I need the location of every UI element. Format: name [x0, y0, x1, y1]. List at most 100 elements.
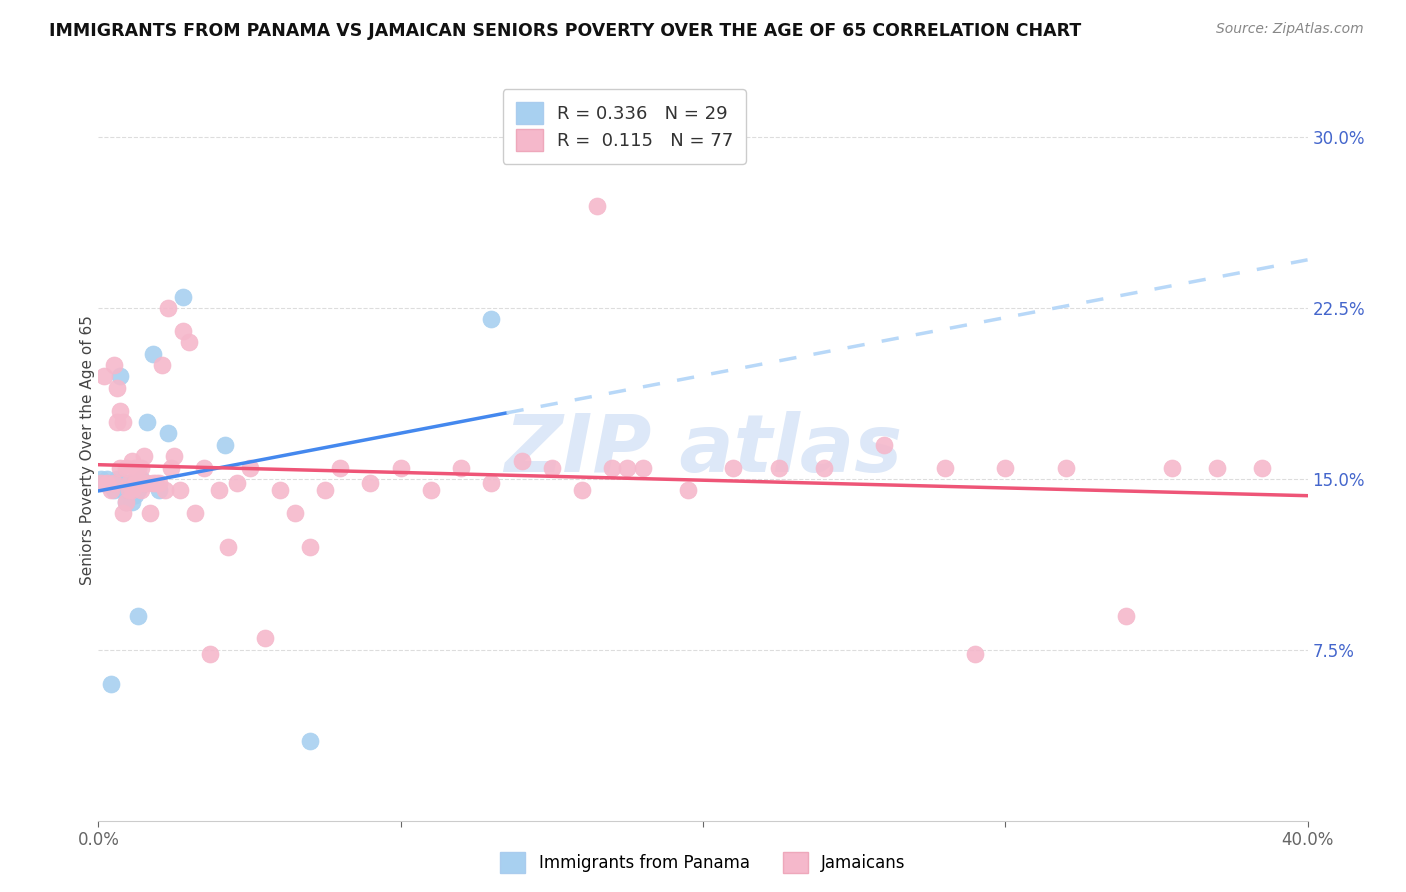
Point — [105, 472, 128, 486]
Legend: Immigrants from Panama, Jamaicans: Immigrants from Panama, Jamaicans — [494, 846, 912, 880]
Point — [631, 460, 654, 475]
Point — [571, 483, 593, 498]
Y-axis label: Seniors Poverty Over the Age of 65: Seniors Poverty Over the Age of 65 — [80, 316, 94, 585]
Point — [150, 358, 173, 372]
Point — [768, 460, 790, 475]
Point — [142, 476, 165, 491]
Point — [90, 472, 112, 486]
Point — [172, 290, 194, 304]
Point — [111, 483, 134, 498]
Point — [121, 453, 143, 467]
Point — [118, 476, 141, 491]
Point — [96, 476, 118, 491]
Point — [114, 494, 136, 508]
Point — [1115, 608, 1137, 623]
Point — [111, 476, 134, 491]
Point — [226, 476, 249, 491]
Point — [329, 460, 352, 475]
Point — [420, 483, 443, 498]
Point — [124, 476, 146, 491]
Point — [139, 506, 162, 520]
Point — [145, 476, 167, 491]
Point — [108, 369, 131, 384]
Point — [934, 460, 956, 475]
Point — [965, 648, 987, 662]
Point — [118, 483, 141, 498]
Point — [132, 476, 155, 491]
Point — [103, 483, 125, 498]
Point — [160, 460, 183, 475]
Point — [108, 460, 131, 475]
Point — [184, 506, 207, 520]
Point — [114, 494, 136, 508]
Point — [450, 460, 472, 475]
Point — [108, 403, 131, 417]
Point — [127, 476, 149, 491]
Point — [360, 476, 382, 491]
Point — [193, 460, 215, 475]
Point — [124, 460, 146, 475]
Text: Source: ZipAtlas.com: Source: ZipAtlas.com — [1216, 22, 1364, 37]
Point — [132, 449, 155, 463]
Point — [481, 312, 503, 326]
Point — [1251, 460, 1274, 475]
Text: IMMIGRANTS FROM PANAMA VS JAMAICAN SENIORS POVERTY OVER THE AGE OF 65 CORRELATIO: IMMIGRANTS FROM PANAMA VS JAMAICAN SENIO… — [49, 22, 1081, 40]
Point — [299, 734, 322, 748]
Point — [129, 472, 152, 486]
Point — [389, 460, 412, 475]
Point — [132, 476, 155, 491]
Point — [111, 506, 134, 520]
Point — [135, 415, 157, 429]
Point — [90, 476, 112, 491]
Point — [284, 506, 307, 520]
Point — [676, 483, 699, 498]
Point — [124, 488, 146, 502]
Point — [100, 483, 122, 498]
Point — [172, 324, 194, 338]
Point — [93, 476, 115, 491]
Point — [1160, 460, 1182, 475]
Point — [96, 472, 118, 486]
Point — [105, 381, 128, 395]
Point — [208, 483, 231, 498]
Point — [121, 494, 143, 508]
Point — [253, 632, 276, 646]
Point — [510, 453, 533, 467]
Point — [105, 476, 128, 491]
Point — [114, 476, 136, 491]
Point — [813, 460, 835, 475]
Point — [616, 460, 638, 475]
Point — [93, 369, 115, 384]
Point — [723, 460, 745, 475]
Point — [217, 541, 239, 555]
Point — [129, 460, 152, 475]
Point — [873, 438, 896, 452]
Point — [103, 358, 125, 372]
Point — [481, 476, 503, 491]
Point — [156, 301, 179, 315]
Point — [105, 415, 128, 429]
Point — [103, 476, 125, 491]
Point — [1206, 460, 1229, 475]
Point — [129, 483, 152, 498]
Point — [214, 438, 236, 452]
Point — [239, 460, 262, 475]
Text: ZIP atlas: ZIP atlas — [503, 411, 903, 490]
Point — [135, 476, 157, 491]
Point — [121, 483, 143, 498]
Point — [169, 483, 191, 498]
Point — [127, 608, 149, 623]
Point — [127, 460, 149, 475]
Point — [586, 198, 609, 212]
Point — [114, 460, 136, 475]
Point — [127, 483, 149, 498]
Point — [299, 541, 322, 555]
Point — [540, 460, 562, 475]
Point — [179, 335, 201, 350]
Point — [142, 346, 165, 360]
Point — [163, 449, 186, 463]
Point — [156, 426, 179, 441]
Point — [314, 483, 336, 498]
Point — [148, 476, 170, 491]
Point — [100, 677, 122, 691]
